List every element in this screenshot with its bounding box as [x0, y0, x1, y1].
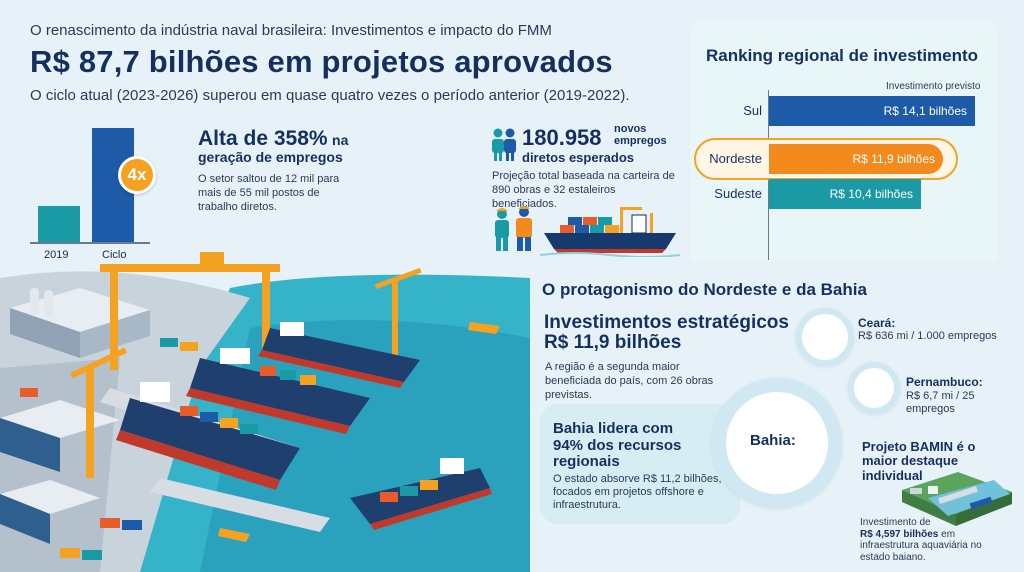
nordeste-investment-label: Investimentos estratégicos	[544, 312, 789, 333]
jobs-description: O setor saltou de 12 mil para mais de 55…	[198, 173, 340, 213]
port-illustration	[0, 252, 530, 572]
ranking-bar: R$ 11,9 bilhões	[769, 144, 943, 174]
ceara-title: Ceará:	[858, 316, 896, 330]
jobs-heading-big: Alta de 358%	[198, 127, 328, 150]
ranking-panel: Ranking regional de investimento Investi…	[690, 22, 998, 262]
ranking-bar: R$ 14,1 bilhões	[769, 96, 975, 126]
cargo-ship-icon	[540, 207, 680, 257]
pernambuco-bubble	[848, 362, 900, 414]
pernambuco-text: R$ 6,7 mi / 25 empregos	[906, 390, 975, 416]
ranking-region-label: Sul	[743, 103, 762, 118]
growth-mini-chart: 2019 Ciclo 4x	[30, 118, 160, 268]
bamin-description: Investimento de R$ 4,597 bilhões em infr…	[860, 517, 1010, 563]
ranking-row-sudeste: Sudeste R$ 10,4 bilhões	[690, 179, 998, 209]
bar-2019	[38, 206, 80, 242]
ranking-row-nordeste: Nordeste R$ 11,9 bilhões	[690, 138, 998, 180]
ranking-region-label: Nordeste	[709, 151, 762, 166]
bahia-title: Bahia lidera com 94% dos recursos region…	[553, 420, 682, 470]
workers-icon	[495, 206, 532, 251]
bamin-text-post: em infraestrutura aquaviária no estado b…	[860, 528, 982, 563]
bamin-title: Projeto BAMIN é o maior destaque individ…	[862, 439, 976, 483]
bahia-card	[540, 404, 740, 524]
pernambuco-title: Pernambuco:	[906, 375, 983, 389]
new-jobs-novos: novos	[614, 123, 647, 135]
ceara-text: R$ 636 mi / 1.000 empregos	[858, 330, 997, 342]
bamin-value: R$ 4,597 bilhões	[860, 528, 939, 540]
jobs-heading: Alta de 358% na geração de empregos	[198, 127, 378, 166]
new-jobs-number: 180.958	[522, 125, 602, 150]
nordeste-investment-value: R$ 11,9 bilhões	[544, 331, 682, 353]
bamin-text-pre: Investimento de	[860, 517, 931, 528]
ranking-bar: R$ 10,4 bilhões	[769, 179, 921, 209]
bahia-bubble-label: Bahia:	[750, 432, 796, 449]
port-terminal-icon	[902, 472, 1012, 526]
jobs-heading-small: na	[332, 132, 349, 148]
jobs-heading-line2: geração de empregos	[198, 149, 343, 166]
ceara-bubble	[796, 308, 854, 366]
ranking-region-label: Sudeste	[714, 186, 762, 201]
subtitle: O ciclo atual (2023-2026) superou em qua…	[30, 87, 630, 104]
new-jobs-empregos: empregos	[614, 134, 667, 147]
people-icon	[492, 128, 516, 161]
page-title: R$ 87,7 bilhões em projetos aprovados	[30, 44, 613, 79]
ranking-title: Ranking regional de investimento	[706, 46, 979, 65]
bahia-description: O estado absorve R$ 11,2 bilhões, focado…	[553, 473, 722, 512]
nordeste-investment: Investimentos estratégicos R$ 11,9 bilhõ…	[544, 313, 789, 353]
bar-label-ciclo: Ciclo	[102, 249, 127, 261]
ranking-caption: Investimento previsto	[886, 81, 981, 92]
bar-label-2019: 2019	[44, 249, 69, 261]
growth-badge: 4x	[118, 156, 156, 194]
new-jobs-description: Projeção total baseada na carteira de 89…	[492, 170, 675, 210]
nordeste-description: A região é a segunda maior beneficiada d…	[545, 361, 714, 401]
ranking-row-sul: Sul R$ 14,1 bilhões	[690, 96, 998, 126]
new-jobs-suffix: novos empregos	[614, 123, 667, 147]
kicker-text: O renascimento da indústria naval brasil…	[30, 22, 552, 39]
mini-chart-axis	[30, 242, 150, 244]
nordeste-title: O protagonismo do Nordeste e da Bahia	[542, 280, 867, 299]
new-jobs-label: diretos esperados	[522, 150, 634, 165]
